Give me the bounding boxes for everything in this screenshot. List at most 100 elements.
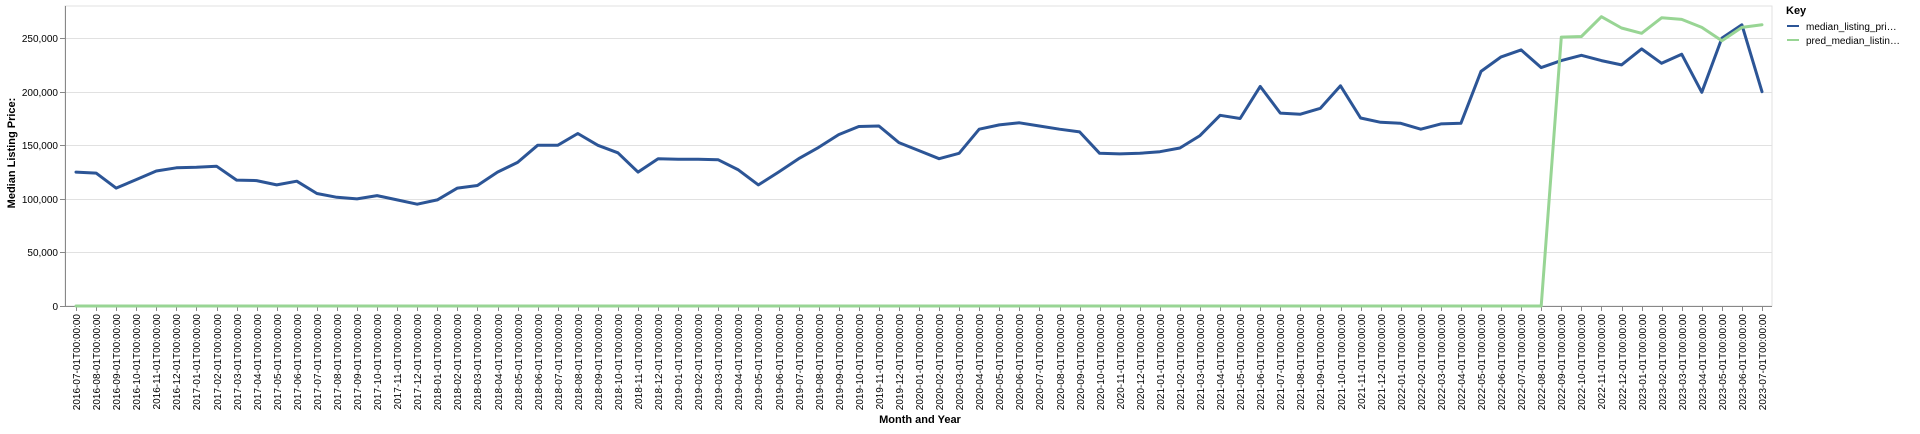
x-tick-label: 2019-05-01T00:00:00 [754,314,765,411]
x-tick-label: 2021-08-01T00:00:00 [1296,314,1307,411]
x-tick-label: 2018-08-01T00:00:00 [574,314,585,411]
x-tick-label: 2018-05-01T00:00:00 [514,314,525,411]
x-tick-label: 2016-08-01T00:00:00 [92,314,103,411]
x-tick-label: 2016-07-01T00:00:00 [72,314,83,411]
x-tick-label: 2020-09-01T00:00:00 [1076,314,1087,411]
x-tick-label: 2018-11-01T00:00:00 [634,314,645,410]
x-tick-label: 2020-06-01T00:00:00 [1015,314,1026,411]
x-tick-label: 2017-01-01T00:00:00 [192,314,203,411]
x-tick-label: 2018-06-01T00:00:00 [534,314,545,411]
x-tick-label: 2017-07-01T00:00:00 [313,314,324,411]
x-tick-label: 2017-02-01T00:00:00 [213,314,224,411]
x-tick-label: 2020-07-01T00:00:00 [1035,314,1046,411]
x-tick-label: 2018-12-01T00:00:00 [654,314,665,411]
x-tick-label: 2017-04-01T00:00:00 [253,314,264,411]
x-tick-label: 2021-03-01T00:00:00 [1196,314,1207,411]
x-tick-label: 2017-12-01T00:00:00 [413,314,424,411]
x-tick-label: 2021-12-01T00:00:00 [1377,314,1388,411]
x-tick-label: 2022-01-01T00:00:00 [1397,314,1408,411]
x-axis-title: Month and Year [879,414,961,426]
legend-title: Key [1786,5,1807,17]
x-tick-label: 2018-04-01T00:00:00 [494,314,505,411]
x-tick-label: 2017-05-01T00:00:00 [273,314,284,411]
x-tick-label: 2016-09-01T00:00:00 [112,314,123,411]
x-tick-label: 2023-07-01T00:00:00 [1758,314,1769,411]
x-tick-label: 2019-04-01T00:00:00 [734,314,745,411]
x-tick-label: 2021-05-01T00:00:00 [1236,314,1247,411]
legend-label-median-listing-price: median_listing_pri… [1806,22,1897,33]
x-tick-label: 2021-04-01T00:00:00 [1216,314,1227,411]
x-tick-label: 2021-01-01T00:00:00 [1156,314,1167,411]
x-tick-label: 2019-11-01T00:00:00 [875,314,886,410]
x-tick-label: 2017-11-01T00:00:00 [393,314,404,410]
x-tick-label: 2019-02-01T00:00:00 [694,314,705,411]
x-tick-label: 2022-05-01T00:00:00 [1477,314,1488,411]
x-tick-label: 2018-03-01T00:00:00 [473,314,484,411]
x-tick-label: 2023-02-01T00:00:00 [1658,314,1669,411]
x-tick-label: 2023-03-01T00:00:00 [1678,314,1689,411]
x-tick-label: 2016-11-01T00:00:00 [152,314,163,410]
x-tick-label: 2023-05-01T00:00:00 [1718,314,1729,411]
x-tick-label: 2020-08-01T00:00:00 [1056,314,1067,411]
x-tick-label: 2023-06-01T00:00:00 [1738,314,1749,411]
x-tick-label: 2019-08-01T00:00:00 [815,314,826,411]
x-tick-label: 2023-04-01T00:00:00 [1698,314,1709,411]
x-tick-label: 2021-07-01T00:00:00 [1276,314,1287,411]
x-tick-label: 2017-06-01T00:00:00 [293,314,304,411]
x-tick-label: 2016-10-01T00:00:00 [132,314,143,411]
x-tick-label: 2022-12-01T00:00:00 [1618,314,1629,411]
x-tick-label: 2020-01-01T00:00:00 [915,314,926,411]
x-tick-label: 2022-04-01T00:00:00 [1457,314,1468,411]
x-tick-label: 2022-09-01T00:00:00 [1557,314,1568,411]
x-tick-label: 2020-10-01T00:00:00 [1096,314,1107,411]
x-tick-label: 2022-02-01T00:00:00 [1417,314,1428,411]
y-tick-label: 100,000 [22,195,59,206]
x-tick-label: 2018-09-01T00:00:00 [594,314,605,411]
x-tick-label: 2022-06-01T00:00:00 [1497,314,1508,411]
x-tick-label: 2019-01-01T00:00:00 [674,314,685,411]
x-tick-label: 2017-03-01T00:00:00 [233,314,244,411]
x-tick-label: 2020-03-01T00:00:00 [955,314,966,411]
x-tick-label: 2019-03-01T00:00:00 [714,314,725,411]
x-tick-label: 2016-12-01T00:00:00 [172,314,183,411]
x-tick-label: 2022-11-01T00:00:00 [1597,314,1608,410]
x-tick-label: 2018-01-01T00:00:00 [433,314,444,411]
x-tick-label: 2021-09-01T00:00:00 [1316,314,1327,411]
x-tick-label: 2019-07-01T00:00:00 [795,314,806,411]
series-line-0 [74,23,1764,206]
x-tick-label: 2020-02-01T00:00:00 [935,314,946,411]
y-tick-label: 250,000 [22,34,59,45]
x-tick-label: 2023-01-01T00:00:00 [1638,314,1649,411]
x-tick-label: 2021-02-01T00:00:00 [1176,314,1187,411]
series-line-1 [74,15,1764,308]
x-tick-label: 2020-12-01T00:00:00 [1136,314,1147,411]
y-tick-label: 200,000 [22,88,59,99]
legend-label-pred-median-listing-price: pred_median_listin… [1806,36,1900,47]
x-tick-label: 2018-02-01T00:00:00 [453,314,464,411]
x-tick-label: 2021-06-01T00:00:00 [1256,314,1267,411]
x-tick-label: 2020-04-01T00:00:00 [975,314,986,411]
x-tick-label: 2021-11-01T00:00:00 [1357,314,1368,410]
x-tick-label: 2022-07-01T00:00:00 [1517,314,1528,411]
x-tick-label: 2019-12-01T00:00:00 [895,314,906,411]
series-lines [74,15,1764,308]
x-tick-label: 2022-10-01T00:00:00 [1577,314,1588,411]
y-tick-label: 150,000 [22,141,59,152]
y-tick-label: 50,000 [27,248,58,259]
x-tick-label: 2020-11-01T00:00:00 [1116,314,1127,410]
x-tick-label: 2019-06-01T00:00:00 [775,314,786,411]
x-tick-label: 2019-09-01T00:00:00 [835,314,846,411]
x-tick-label: 2018-10-01T00:00:00 [614,314,625,411]
y-tick-label: 0 [52,302,58,313]
x-tick-label: 2017-09-01T00:00:00 [353,314,364,411]
x-axis: 2016-07-01T00:00:00 2016-08-01T00:00:00 20… [65,306,1772,410]
x-tick-label: 2017-10-01T00:00:00 [373,314,384,411]
y-axis-title: Median Listing Price: [6,98,18,209]
x-tick-label: 2021-10-01T00:00:00 [1337,314,1348,411]
x-tick-label: 2022-03-01T00:00:00 [1437,314,1448,411]
legend: Key median_listing_pri… pred_median_list… [1786,5,1900,47]
x-tick-label: 2020-05-01T00:00:00 [995,314,1006,411]
x-tick-label: 2017-08-01T00:00:00 [333,314,344,411]
